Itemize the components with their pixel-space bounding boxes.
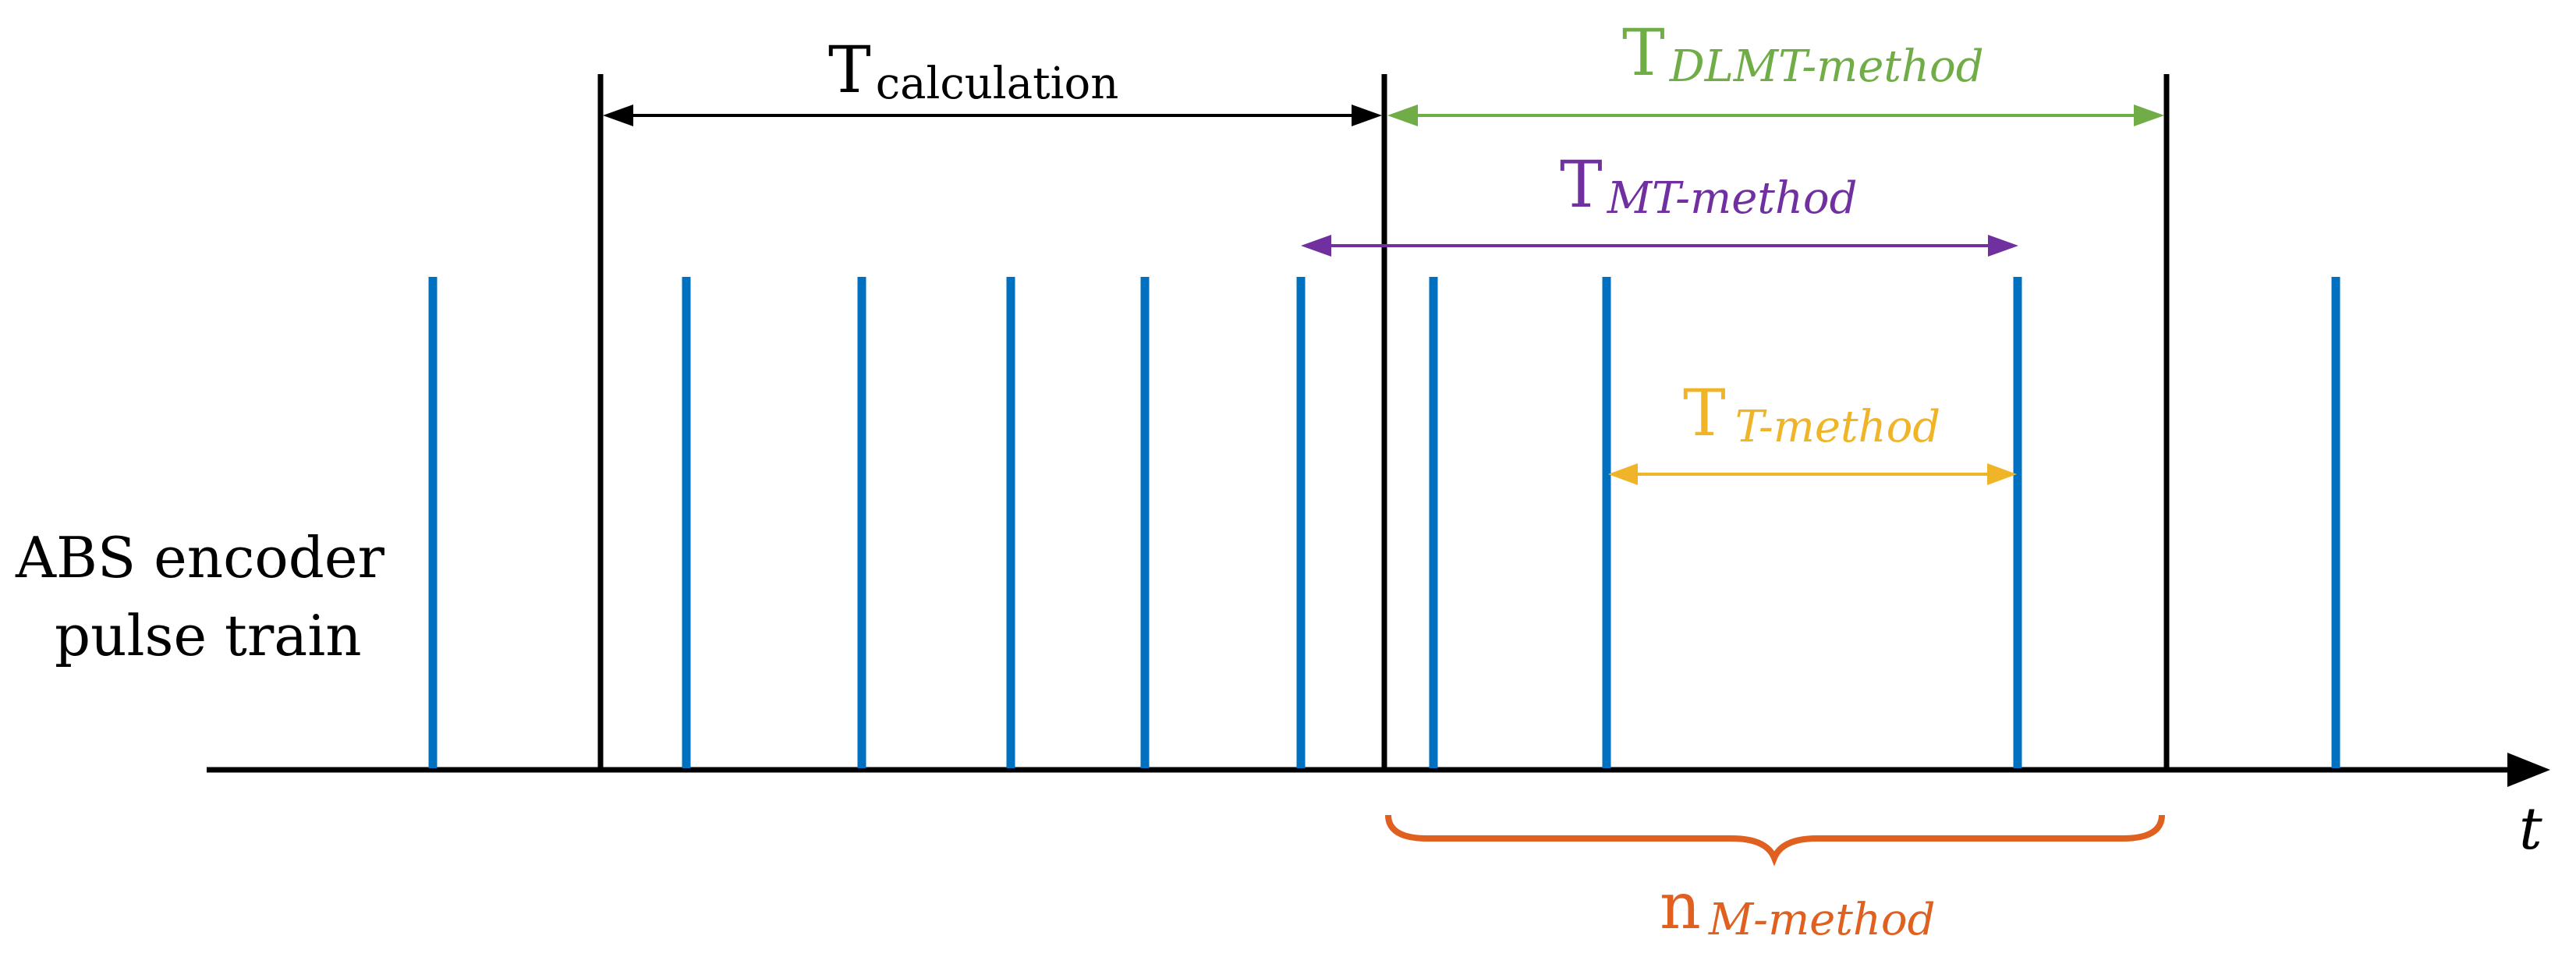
label-abs-encoder: ABS encoder	[15, 525, 384, 590]
m-method-brace	[1385, 814, 2165, 867]
label-pulse-train: pulse train	[55, 603, 362, 668]
t-calculation-arrow	[603, 105, 1382, 126]
t-dlmt-label: T DLMT-method	[1622, 16, 1984, 92]
calculation-boundaries	[597, 74, 2170, 768]
t-dlmt-arrow	[1387, 105, 2164, 126]
t-mt-label: T MT-method	[1560, 148, 1857, 224]
n-m-method-label: n M-method	[1660, 870, 1935, 945]
t-mt-arrow	[1301, 235, 2018, 257]
time-axis-arrowhead	[2507, 753, 2550, 787]
axis-label-t: t	[2519, 796, 2542, 863]
t-t-method-label: T T-method	[1683, 377, 1940, 452]
t-t-method-arrow	[1608, 463, 2017, 485]
encoder-pulses	[428, 277, 2340, 768]
